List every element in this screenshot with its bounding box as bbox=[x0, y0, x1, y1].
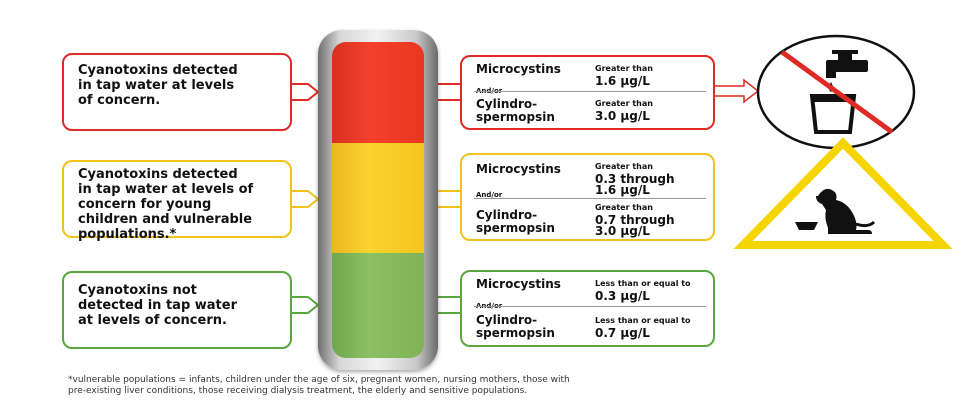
red-cylindro-qualifier: Greater than bbox=[595, 99, 653, 108]
footnote-line-2: pre-existing liver conditions, those rec… bbox=[68, 386, 528, 396]
green-microcystins-label: Microcystins bbox=[476, 277, 561, 291]
green-threshold-box: Microcystins Less than or equal to 0.3 µ… bbox=[460, 270, 715, 347]
red-desc-line-3: of concern. bbox=[78, 93, 161, 108]
red-separator bbox=[474, 91, 706, 92]
red-cylindro-label-1: Cylindro- bbox=[476, 97, 538, 111]
red-level-description: Cyanotoxins detected in tap water at lev… bbox=[62, 53, 292, 131]
yellow-microcystins-qualifier: Greater than bbox=[595, 162, 653, 171]
red-threshold-box: Microcystins Greater than 1.6 µg/L And/o… bbox=[460, 55, 715, 130]
yellow-threshold-box: Microcystins Greater than 0.3 through 1.… bbox=[460, 153, 715, 241]
yellow-cylindro-label-1: Cylindro- bbox=[476, 208, 538, 222]
footnote-line-1: *vulnerable populations = infants, child… bbox=[68, 375, 570, 385]
red-cylindro-label-2: spermopsin bbox=[476, 110, 555, 124]
yellow-microcystins-label: Microcystins bbox=[476, 162, 561, 176]
green-cylindro-label-1: Cylindro- bbox=[476, 313, 538, 327]
green-microcystins-value: 0.3 µg/L bbox=[595, 289, 650, 303]
vulnerable-populations-footnote: *vulnerable populations = infants, child… bbox=[68, 375, 768, 397]
thermometer-tube bbox=[332, 42, 424, 358]
red-desc-line-2: in tap water at levels bbox=[78, 78, 235, 93]
yellow-separator bbox=[474, 198, 706, 199]
yellow-desc-line-1: Cyanotoxins detected bbox=[78, 167, 238, 182]
yellow-cylindro-qualifier: Greater than bbox=[595, 203, 653, 212]
yellow-cylindro-value-2: 3.0 µg/L bbox=[595, 224, 650, 238]
red-microcystins-label: Microcystins bbox=[476, 62, 561, 76]
tube-yellow-segment bbox=[332, 143, 424, 253]
green-cylindro-value: 0.7 µg/L bbox=[595, 326, 650, 340]
tube-green-segment bbox=[332, 253, 424, 358]
green-desc-line-1: Cyanotoxins not bbox=[78, 283, 197, 298]
red-left-pointer bbox=[289, 83, 320, 101]
yellow-desc-line-4: children and vulnerable bbox=[78, 212, 253, 227]
yellow-microcystins-value-2: 1.6 µg/L bbox=[595, 183, 650, 197]
pet-warning-icon bbox=[733, 137, 953, 249]
red-microcystins-value: 1.6 µg/L bbox=[595, 74, 650, 88]
green-microcystins-qualifier: Less than or equal to bbox=[595, 279, 691, 288]
red-cylindro-value: 3.0 µg/L bbox=[595, 109, 650, 123]
yellow-microcystins-value-1: 0.3 through bbox=[595, 172, 675, 186]
yellow-desc-line-3: concern for young bbox=[78, 197, 212, 212]
green-desc-line-3: at levels of concern. bbox=[78, 313, 227, 328]
yellow-left-pointer bbox=[289, 190, 320, 208]
green-cylindro-qualifier: Less than or equal to bbox=[595, 316, 691, 325]
yellow-cylindro-value-1: 0.7 through bbox=[595, 213, 675, 227]
green-separator bbox=[474, 306, 706, 307]
yellow-desc-line-5: populations.* bbox=[78, 227, 177, 242]
yellow-andor-label: And/or bbox=[476, 191, 503, 199]
red-desc-line-1: Cyanotoxins detected bbox=[78, 63, 238, 78]
no-tap-water-icon bbox=[756, 34, 916, 150]
red-to-icon-arrow bbox=[712, 78, 760, 104]
yellow-level-description: Cyanotoxins detected in tap water at lev… bbox=[62, 160, 292, 242]
green-cylindro-label-2: spermopsin bbox=[476, 326, 555, 340]
red-microcystins-qualifier: Greater than bbox=[595, 64, 653, 73]
tube-red-segment bbox=[332, 42, 424, 143]
yellow-desc-line-2: in tap water at levels of bbox=[78, 182, 254, 197]
green-desc-line-2: detected in tap water bbox=[78, 298, 238, 313]
green-left-pointer bbox=[289, 296, 320, 314]
green-level-description: Cyanotoxins not detected in tap water at… bbox=[62, 271, 292, 349]
yellow-cylindro-label-2: spermopsin bbox=[476, 221, 555, 235]
